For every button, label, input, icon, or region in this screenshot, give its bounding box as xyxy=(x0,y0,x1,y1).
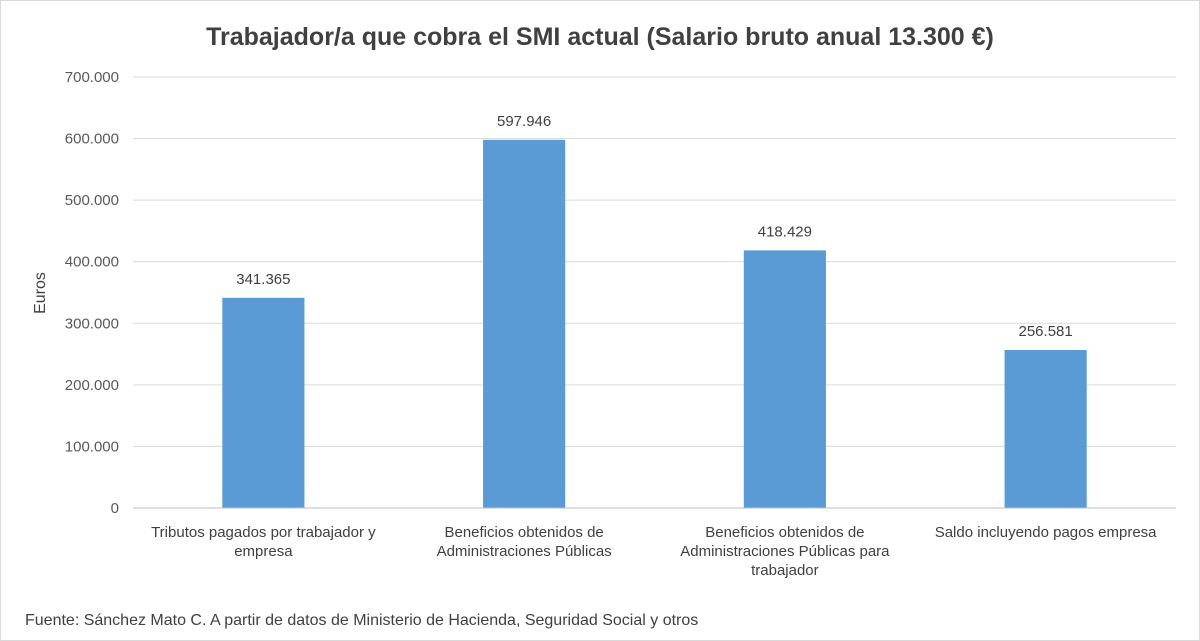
x-tick-label: Tributos pagados por trabajador y xyxy=(151,524,376,541)
data-label: 341.365 xyxy=(236,271,290,288)
x-tick-label: Administraciones Públicas para xyxy=(680,543,890,560)
data-label: 418.429 xyxy=(758,223,812,240)
y-tick-label: 500.000 xyxy=(65,192,119,209)
data-label: 256.581 xyxy=(1019,323,1073,340)
bar xyxy=(483,139,566,508)
y-tick-label: 100.000 xyxy=(65,438,119,455)
y-tick-label: 0 xyxy=(111,500,119,517)
bar xyxy=(743,250,826,508)
x-axis-category-labels: Tributos pagados por trabajador y empresa… xyxy=(151,524,1157,579)
chart-title: Trabajador/a que cobra el SMI actual (Sa… xyxy=(206,23,994,51)
source-note: Fuente: Sánchez Mato C. A partir de dato… xyxy=(25,612,698,629)
gridlines xyxy=(133,76,1176,447)
y-axis-title: Euros xyxy=(32,272,49,314)
bar xyxy=(222,297,305,508)
x-tick-label: Beneficios obtenidos de xyxy=(444,524,603,541)
x-tick-label: Administraciones Públicas xyxy=(437,543,612,560)
x-tick-label: trabajador xyxy=(751,562,819,579)
x-tick-label: Beneficios obtenidos de xyxy=(705,524,864,541)
y-axis-ticks: 0 100.000 200.000 300.000 400.000 500.000 600.… xyxy=(65,69,119,517)
y-tick-label: 200.000 xyxy=(65,377,119,394)
x-tick-label: Saldo incluyendo pagos empresa xyxy=(935,524,1157,541)
x-tick-label: empresa xyxy=(234,543,293,560)
y-tick-label: 700.000 xyxy=(65,69,119,86)
y-tick-label: 300.000 xyxy=(65,315,119,332)
data-label: 597.946 xyxy=(497,113,551,130)
y-tick-label: 600.000 xyxy=(65,131,119,148)
y-tick-label: 400.000 xyxy=(65,254,119,271)
bar xyxy=(1004,350,1087,508)
bars xyxy=(222,139,1087,508)
data-labels: 341.365 597.946 418.429 256.581 xyxy=(236,113,1072,340)
